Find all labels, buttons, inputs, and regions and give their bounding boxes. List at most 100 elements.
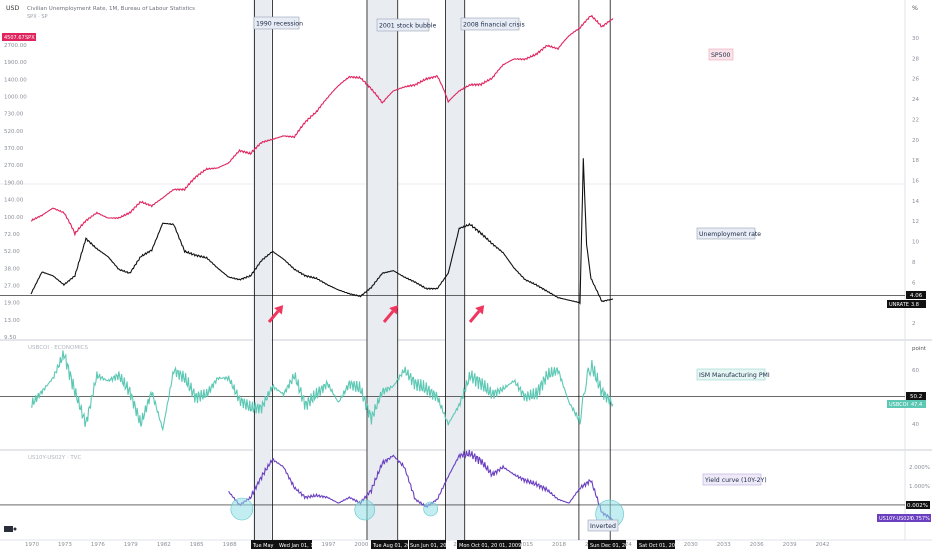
recession-band: [366, 0, 398, 540]
x-tick-label: 1997: [321, 542, 335, 548]
right-tick-label: 8: [912, 260, 916, 266]
svg-text:1990 recession: 1990 recession: [256, 21, 303, 28]
right-tick-label: 20: [912, 138, 919, 144]
x-tick-label: 2018: [552, 542, 566, 548]
right-tick-label: 6: [912, 280, 916, 286]
left-tick-label: 370.00: [4, 146, 24, 152]
annotation-1990[interactable]: 1990 recession: [253, 16, 303, 30]
annotation-yield[interactable]: Yield curve (10Y-2Y): [702, 473, 767, 486]
right-tick-label: 2: [912, 321, 916, 327]
left-tick-label: 190.00: [4, 180, 24, 186]
unemployment-line: [30, 158, 614, 305]
date-label: Tue May: [252, 543, 274, 549]
left-tick-label: 19.00: [4, 301, 20, 307]
inversion-circle: [354, 499, 376, 521]
inversion-circle: [423, 501, 438, 517]
date-label: Sun Jun 01, 2003: [410, 543, 453, 549]
left-tick-label: 140.00: [4, 198, 24, 204]
left-tick-label: 1900.00: [4, 60, 27, 66]
yield-tick-label: 1.000%: [909, 484, 930, 490]
left-tick-label: 9.50: [4, 335, 17, 341]
recession-band: [252, 0, 272, 540]
arrow-icons: [267, 305, 485, 323]
date-label: Mon Oct 01, 2007: [459, 543, 504, 549]
right-tick-label: 26: [912, 77, 919, 83]
left-tick-label: 38.00: [4, 266, 20, 272]
date-label: Sun Dec 01, 20: [590, 543, 628, 549]
yield-badge: US10Y-US02Y -0.757%: [877, 514, 931, 522]
inversion-circle: [230, 497, 254, 521]
x-tick-label: 2036: [750, 542, 764, 548]
x-tick-label: 1979: [124, 542, 138, 548]
x-tick-label: 1973: [58, 542, 72, 548]
currency-label: USD: [6, 5, 19, 12]
yield-pane-title: US10Y-US02Y · TVC: [28, 455, 81, 461]
svg-text:Unemployment rate: Unemployment rate: [699, 231, 761, 238]
pmi-line: [30, 350, 614, 432]
svg-text:50.2: 50.2: [910, 394, 922, 400]
annotation-2001[interactable]: 2001 stock bubble: [376, 18, 437, 32]
chart-title: Civilian Unemployment Rate, 1M, Bureau o…: [27, 6, 195, 12]
arrow-icon: [468, 305, 485, 323]
right-tick-label: 12: [912, 219, 919, 225]
svg-text:4.06: 4.06: [910, 293, 923, 299]
x-tick-label: 1985: [190, 542, 204, 548]
annotation-sp500[interactable]: SP500: [708, 48, 734, 61]
svg-text:SPX: SPX: [25, 35, 35, 41]
yield-tick-label: 2.000%: [909, 465, 930, 471]
x-tick-label: 2000: [354, 542, 368, 548]
right-tick-label: 24: [912, 97, 919, 103]
x-tick-label: 2030: [684, 542, 698, 548]
pmi-badge: USBCOI 47.4: [887, 400, 926, 408]
right-tick-label: 18: [912, 158, 919, 164]
x-tick-label: 1970: [25, 542, 39, 548]
left-tick-label: 730.00: [4, 112, 24, 118]
annotation-inverted[interactable]: Inverted: [587, 519, 619, 532]
x-tick-label: 1976: [91, 542, 105, 548]
date-label: Wed Jan 01, 1992: [279, 543, 323, 549]
reference-lines: [0, 295, 905, 506]
x-tick-label: 2015: [519, 542, 533, 548]
left-tick-label: 2700.00: [4, 43, 27, 49]
annotation-2008[interactable]: 2008 financial crisis: [460, 17, 525, 31]
right-tick-label: 10: [912, 240, 919, 246]
left-tick-label: 520.00: [4, 129, 24, 135]
right-tick-label: 16: [912, 179, 919, 185]
svg-text:2008 financial crisis: 2008 financial crisis: [463, 22, 525, 29]
annotation-unemployment[interactable]: Unemployment rate: [696, 227, 761, 240]
yield-curve-line: [228, 449, 613, 521]
annotation-pmi[interactable]: ISM Manufacturing PMI: [696, 368, 770, 381]
arrow-icon: [382, 305, 399, 323]
series-group: [30, 14, 614, 521]
right-tick-label: 28: [912, 56, 919, 62]
date-label: Tue Aug 01, 20: [372, 543, 410, 549]
pmi-level-badge: 50.2: [906, 392, 926, 400]
left-tick-label: 27.00: [4, 283, 20, 289]
x-tick-label: 2039: [783, 542, 797, 548]
x-tick-label: 2033: [717, 542, 731, 548]
svg-text:SP500: SP500: [711, 52, 731, 59]
recession-band: [445, 0, 465, 540]
svg-text:Inverted: Inverted: [590, 523, 616, 530]
date-labels: Tue May Wed Jan 01, 1992 Tue Aug 01, 20 …: [251, 540, 681, 549]
sp500-price-badge: 4507.67 SPX: [2, 33, 36, 41]
x-tick-label: 1988: [223, 542, 237, 548]
svg-text:0.002%: 0.002%: [907, 503, 928, 509]
left-tick-label: 13.00: [4, 318, 20, 324]
svg-text:USBCOI: USBCOI: [889, 402, 908, 408]
right-tick-label: 14: [912, 199, 919, 205]
left-tick-label: 52.00: [4, 249, 20, 255]
date-label: 01, 2009: [499, 543, 521, 549]
unrate-badge: UNRATE 3.8: [887, 300, 926, 308]
x-tick-label: 2042: [816, 542, 830, 548]
svg-text:2001 stock bubble: 2001 stock bubble: [379, 23, 437, 30]
svg-text:3.8: 3.8: [911, 302, 919, 308]
pmi-unit-label: point: [912, 346, 927, 352]
left-tick-label: 1400.00: [4, 77, 27, 83]
svg-text:4507.67: 4507.67: [4, 35, 25, 41]
right-tick-label: 22: [912, 117, 919, 123]
svg-text:-0.757%: -0.757%: [909, 516, 930, 522]
svg-text:US10Y-US02Y: US10Y-US02Y: [879, 516, 914, 522]
pmi-tick-label: 40: [912, 422, 919, 428]
